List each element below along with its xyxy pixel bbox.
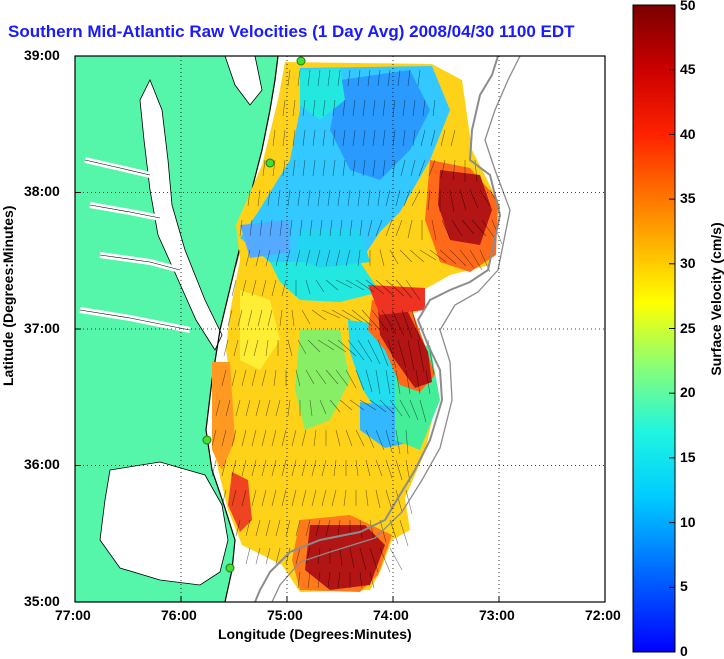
y-tick-label: 35:00 — [24, 593, 60, 609]
radar-site-marker — [202, 435, 212, 445]
y-tick-label: 38:00 — [24, 183, 60, 199]
colorbar-tick-label: 35 — [680, 190, 696, 206]
pamlico-sound — [99, 461, 229, 586]
y-axis-label: Latitude (Degrees:Minutes) — [0, 205, 16, 386]
y-tick-label: 36:00 — [24, 456, 60, 472]
colorbar-tick-label: 10 — [680, 514, 696, 530]
colorbar-tick-label: 40 — [680, 126, 696, 142]
chesapeake-bay — [139, 79, 223, 351]
map-title: Southern Mid-Atlantic Raw Velocities (1 … — [8, 22, 575, 41]
colorbar-label: Surface Velocity (cm/s) — [708, 222, 724, 376]
x-tick-label: 76:00 — [161, 607, 197, 623]
colorbar-tick-label: 30 — [680, 255, 696, 271]
radar-site-markers — [202, 56, 306, 573]
x-axis-label: Longitude (Degrees:Minutes) — [218, 626, 412, 642]
delaware-bay — [224, 56, 263, 106]
colorbar-scale — [633, 5, 675, 652]
x-tick-label: 72:00 — [585, 607, 621, 623]
x-tick-label: 74:00 — [373, 607, 409, 623]
colorbar-tick-label: 25 — [680, 320, 696, 336]
velocity-vectors — [211, 69, 503, 589]
colorbar-tick-label: 20 — [680, 384, 696, 400]
x-tick-label: 73:00 — [479, 607, 515, 623]
colorbar-tick-label: 45 — [680, 61, 696, 77]
y-tick-label: 39:00 — [24, 47, 60, 63]
colorbar-tick-label: 0 — [680, 643, 688, 659]
grid-lines — [75, 56, 605, 602]
colorbar-tick-label: 15 — [680, 449, 696, 465]
bathymetry-contour-2 — [271, 56, 521, 602]
x-tick-label: 77:00 — [55, 607, 91, 623]
y-tick-label: 37:00 — [24, 320, 60, 336]
radar-site-marker — [265, 158, 275, 168]
x-tick-label: 75:00 — [267, 607, 303, 623]
colorbar-tick-label: 50 — [680, 0, 696, 13]
colorbar-ticks — [669, 4, 675, 653]
colorbar-tick-label: 5 — [680, 578, 688, 594]
river-outlines — [79, 159, 191, 331]
radar-site-marker — [296, 56, 306, 66]
coastline — [205, 56, 279, 602]
velocity-field — [212, 62, 500, 592]
bathymetry-contour-1 — [254, 56, 502, 602]
radar-site-marker — [225, 563, 235, 573]
axis-ticks — [74, 55, 606, 603]
